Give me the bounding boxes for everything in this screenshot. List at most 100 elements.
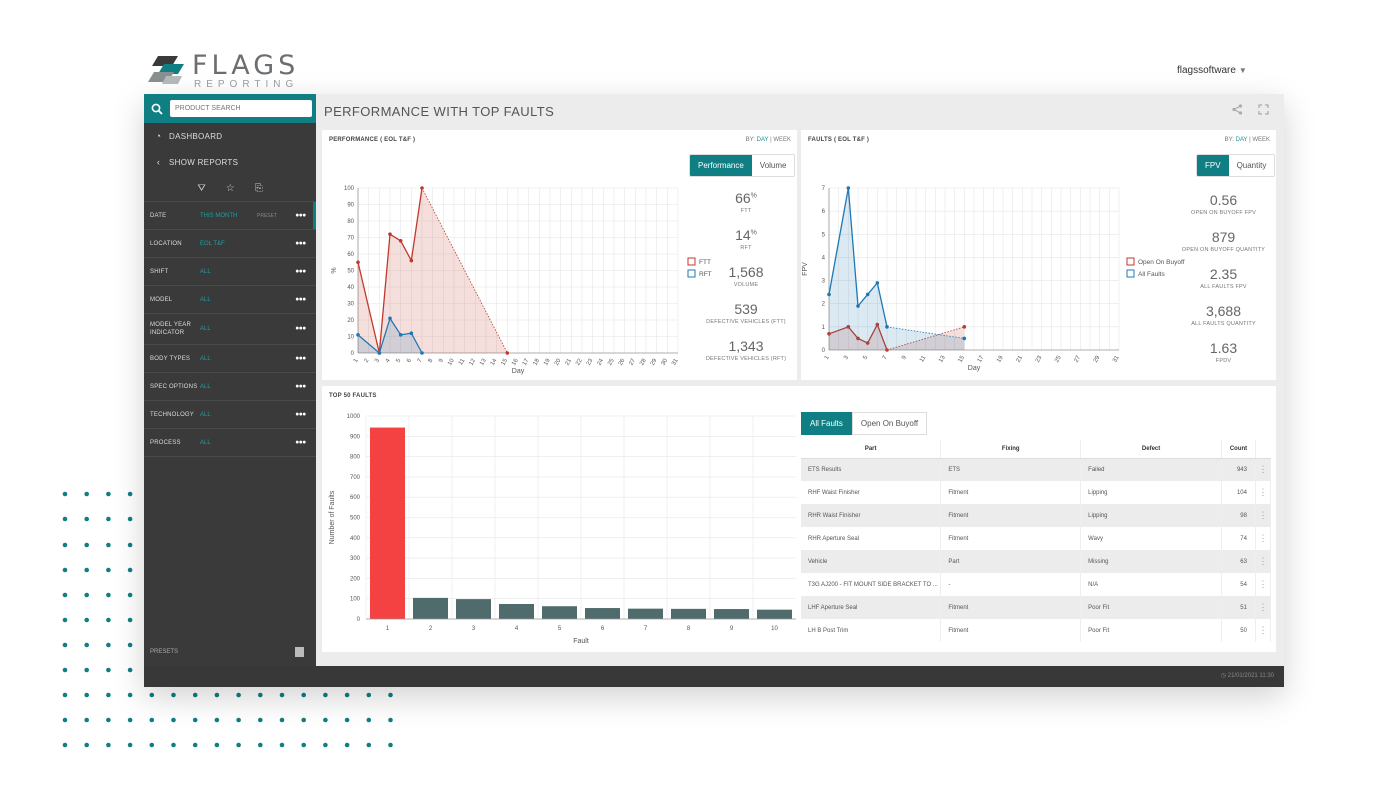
filter-date[interactable]: DATE THIS MONTH PRESET •••: [144, 202, 316, 230]
row-menu-icon[interactable]: ⋮: [1255, 504, 1272, 527]
page-actions: [1232, 104, 1269, 115]
kpi-label: ALL FAULTS FPV: [1200, 284, 1247, 290]
performance-toggle-button[interactable]: Performance: [690, 155, 752, 176]
quantity-toggle-button[interactable]: Quantity: [1236, 161, 1267, 170]
row-menu-icon[interactable]: ⋮: [1255, 527, 1272, 550]
x-tick-label: 23: [586, 357, 595, 366]
column-header-fixing[interactable]: Fixing: [940, 440, 1082, 459]
more-options-icon[interactable]: •••: [295, 294, 306, 305]
row-menu-icon[interactable]: ⋮: [1255, 573, 1272, 596]
x-tick-label: 29: [1093, 354, 1102, 363]
filter-technology[interactable]: TECHNOLOGY ALL •••: [144, 401, 316, 429]
panel-title: TOP 50 FAULTS: [329, 393, 377, 399]
filter-location[interactable]: LOCATION EOL T&F •••: [144, 230, 316, 258]
product-search-input[interactable]: [170, 100, 312, 117]
fullscreen-icon[interactable]: [1258, 104, 1269, 115]
nav-show-reports[interactable]: ‹ SHOW REPORTS: [144, 149, 316, 175]
period-day-link[interactable]: DAY: [1235, 137, 1248, 143]
more-options-icon[interactable]: •••: [295, 210, 306, 221]
x-tick-label: 21: [565, 357, 574, 366]
tab-all-faults[interactable]: All Faults: [801, 412, 852, 435]
filter-model[interactable]: MODEL ALL •••: [144, 286, 316, 314]
row-menu-icon[interactable]: ⋮: [1255, 458, 1272, 481]
column-header-defect[interactable]: Defect: [1080, 440, 1222, 459]
star-icon[interactable]: ☆: [225, 182, 235, 194]
table-row[interactable]: RHF Waist Finisher Fitment Lipping 104 ⋮: [801, 481, 1272, 504]
decorative-dot: [323, 742, 328, 748]
filter-model-year-indicator[interactable]: MODEL YEAR INDICATOR ALL •••: [144, 314, 316, 345]
more-options-icon[interactable]: •••: [295, 266, 306, 277]
bar: [585, 608, 620, 619]
fpv-toggle-button[interactable]: FPV: [1197, 155, 1229, 176]
more-options-icon[interactable]: •••: [295, 381, 306, 392]
more-options-icon[interactable]: •••: [295, 238, 306, 249]
filter-process[interactable]: PROCESS ALL •••: [144, 429, 316, 457]
x-tick-label: 1: [386, 626, 390, 632]
column-header-actions: [1255, 440, 1271, 459]
decorative-dot: [301, 692, 307, 698]
column-header-part[interactable]: Part: [801, 440, 942, 459]
panel-title: FAULTS ( EOL T&F ): [808, 137, 870, 143]
decorative-dot: [301, 717, 307, 723]
tab-open-on-buyoff[interactable]: Open On Buyoff: [851, 412, 928, 435]
x-axis-title: Fault: [573, 638, 589, 645]
bar: [456, 599, 491, 619]
row-menu-icon[interactable]: ⋮: [1255, 481, 1272, 504]
row-menu-icon[interactable]: ⋮: [1255, 619, 1272, 642]
filter-spec-options[interactable]: SPEC OPTIONS ALL •••: [144, 373, 316, 401]
table-row[interactable]: ETS Results ETS Failed 943 ⋮: [801, 458, 1272, 481]
table-row[interactable]: RHR Aperture Seal Fitment Wavy 74 ⋮: [801, 527, 1272, 550]
decorative-dot: [62, 617, 68, 623]
x-tick-label: 16: [511, 357, 520, 366]
table-row[interactable]: LH B Post Trim Fitment Poor Fit 50 ⋮: [801, 619, 1272, 642]
table-row[interactable]: LHF Aperture Seal Fitment Poor Fit 51 ⋮: [801, 596, 1272, 619]
x-tick-label: 15: [958, 354, 967, 363]
row-menu-icon[interactable]: ⋮: [1255, 550, 1272, 573]
user-menu[interactable]: flagssoftware ▼: [1177, 65, 1247, 76]
decorative-dot: [84, 592, 89, 598]
column-header-count[interactable]: Count: [1221, 440, 1256, 459]
flags-reporting-logo: FLAGS REPORTING: [148, 50, 308, 90]
faults-table-body: ETS Results ETS Failed 943 ⋮ RHF Waist Finish…: [801, 458, 1272, 642]
row-menu-icon[interactable]: ⋮: [1255, 596, 1272, 619]
decorative-dot: [84, 542, 89, 548]
table-row[interactable]: T3G AJ200 - FIT MOUNT SIDE BRACKET TO ..…: [801, 573, 1272, 596]
kpi-value: 1.63: [1209, 340, 1238, 356]
volume-toggle-button[interactable]: Volume: [759, 161, 787, 170]
decorative-dot: [236, 692, 241, 698]
nav-dashboard[interactable]: ◔ DASHBOARD: [144, 123, 316, 149]
cell-fixing: ETS: [940, 458, 1082, 481]
table-row[interactable]: Vehicle Part Missing 63 ⋮: [801, 550, 1272, 573]
y-tick-label: 90: [347, 203, 354, 209]
share-icon[interactable]: [1232, 104, 1243, 115]
table-row[interactable]: RHR Waist Finisher Fitment Lipping 98 ⋮: [801, 504, 1272, 527]
period-week-link[interactable]: WEEK: [773, 137, 791, 143]
x-tick-label: 6: [406, 357, 413, 363]
period-day-link[interactable]: DAY: [756, 137, 769, 143]
data-point: [827, 332, 831, 336]
decorative-dot: [214, 717, 220, 723]
faults-kpis: 0.56 OPEN ON BUYOFF FPV 879 OPEN ON BUYOFF…: [1171, 192, 1276, 377]
kpi-unit: %: [750, 192, 757, 200]
more-options-icon[interactable]: •••: [295, 353, 306, 364]
y-tick-label: 30: [347, 302, 354, 308]
more-options-icon[interactable]: •••: [295, 437, 306, 448]
save-icon[interactable]: [295, 647, 304, 657]
page-title: PERFORMANCE WITH TOP FAULTS: [324, 104, 555, 119]
decorative-dot: [127, 617, 133, 623]
x-tick-label: 24: [597, 357, 606, 366]
more-options-icon[interactable]: •••: [295, 409, 306, 420]
filter-body-types[interactable]: BODY TYPES ALL •••: [144, 345, 316, 373]
period-week-link[interactable]: WEEK: [1252, 137, 1270, 143]
search-icon[interactable]: [151, 103, 163, 115]
report-search-icon[interactable]: ⎘: [254, 182, 263, 194]
filter-settings-icon[interactable]: ⛛: [197, 182, 206, 194]
decorative-dot: [127, 491, 133, 497]
more-options-icon[interactable]: •••: [295, 323, 306, 335]
filter-shift[interactable]: SHIFT ALL •••: [144, 258, 316, 286]
x-tick-label: 9: [730, 626, 734, 632]
x-axis-title: Day: [968, 365, 981, 372]
kpi-label: DEFECTIVE VEHICLES (RFT): [705, 356, 787, 362]
